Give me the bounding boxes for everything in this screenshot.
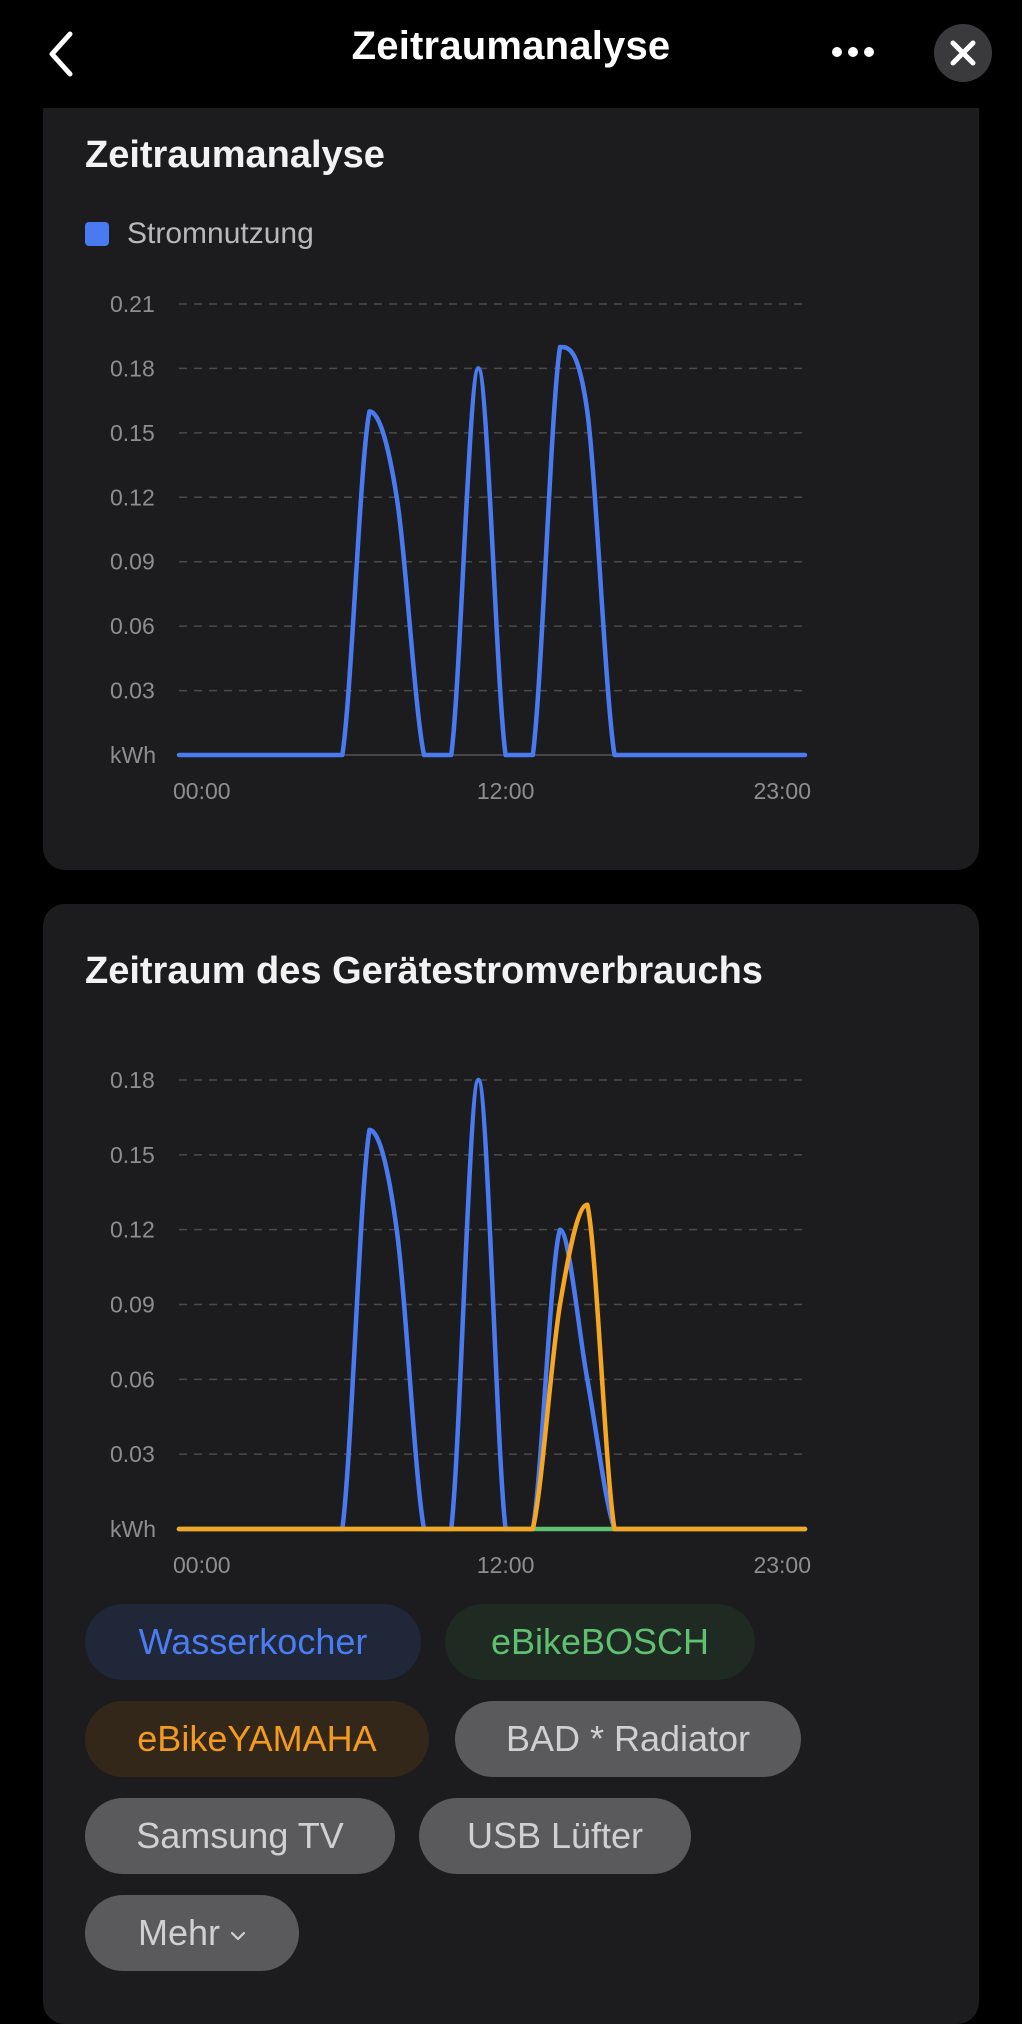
x-tick-label: 00:00 [173,778,231,804]
x-tick-label: 00:00 [173,1552,231,1578]
y-tick-label: 0.15 [110,1142,155,1168]
y-tick-label: 0.06 [110,613,155,639]
x-tick-label: 23:00 [753,1552,811,1578]
usage-chart: kWh 0.03 0.06 0.09 0.12 0.15 0.18 0.21 00:00 12:0… [110,291,811,804]
x-tick-label: 12:00 [477,1552,535,1578]
more-options-button[interactable] [830,34,876,70]
chart-legend[interactable]: Stromnutzung [85,216,314,252]
y-tick-label: 0.09 [110,1292,155,1318]
chip-ebike-yamaha[interactable]: eBikeYAMAHA [85,1701,429,1777]
more-button[interactable]: Mehr [85,1895,299,1971]
chevron-down-icon [230,1922,246,1948]
y-tick-label: 0.15 [110,420,155,446]
back-button[interactable] [42,28,86,80]
y-tick-label: 0.06 [110,1366,155,1392]
close-button[interactable] [934,24,992,82]
chip-label: Wasserkocher [138,1621,368,1662]
y-tick-label: 0.03 [110,678,155,704]
x-tick-label: 12:00 [477,778,535,804]
chip-label: BAD * Radiator [505,1718,751,1759]
y-tick-label: kWh [110,742,156,768]
y-tick-label: 0.12 [110,484,155,510]
chip-label: eBikeBOSCH [490,1621,710,1662]
page-title: Zeitraumanalyse [351,24,671,68]
y-tick-label: 0.18 [110,355,155,381]
y-tick-label: 0.03 [110,1441,155,1467]
y-tick-label: 0.12 [110,1217,155,1243]
device-consumption-card: Zeitraum des Gerätestromverbrauchs kWh 0.… [43,904,979,2024]
chip-label: USB Lüfter [466,1815,644,1856]
ellipsis-icon [832,47,874,57]
y-tick-label: 0.18 [110,1067,155,1093]
series-line [176,344,808,758]
close-icon [950,40,976,66]
series-line [176,1202,808,1532]
chip-label: Samsung TV [136,1815,344,1856]
legend-label: Stromnutzung [127,217,314,250]
top-bar: Zeitraumanalyse [0,0,1022,108]
chip-label: eBikeYAMAHA [137,1718,377,1759]
x-tick-label: 23:00 [753,778,811,804]
chip-ebike-bosch[interactable]: eBikeBOSCH [445,1604,755,1680]
chip-usb-luefter[interactable]: USB Lüfter [419,1798,691,1874]
period-analysis-card: Zeitraumanalyse Stromnutzung kWh 0.03 0.06… [43,90,979,870]
y-tick-label: 0.09 [110,549,155,575]
legend-swatch [85,222,109,246]
card-title: Zeitraum des Gerätestromverbrauchs [85,950,763,992]
chevron-left-icon [49,31,73,77]
chip-samsung-tv[interactable]: Samsung TV [85,1798,395,1874]
y-tick-label: kWh [110,1516,156,1542]
card-title: Zeitraumanalyse [85,134,385,176]
chip-bad-radiator[interactable]: BAD * Radiator [455,1701,801,1777]
chip-wasserkocher[interactable]: Wasserkocher [85,1604,421,1680]
chip-label: Mehr [137,1912,221,1953]
device-usage-chart: kWh 0.03 0.06 0.09 0.12 0.15 0.18 00:00 12:00 23:… [110,1067,811,1578]
y-tick-label: 0.21 [110,291,155,317]
